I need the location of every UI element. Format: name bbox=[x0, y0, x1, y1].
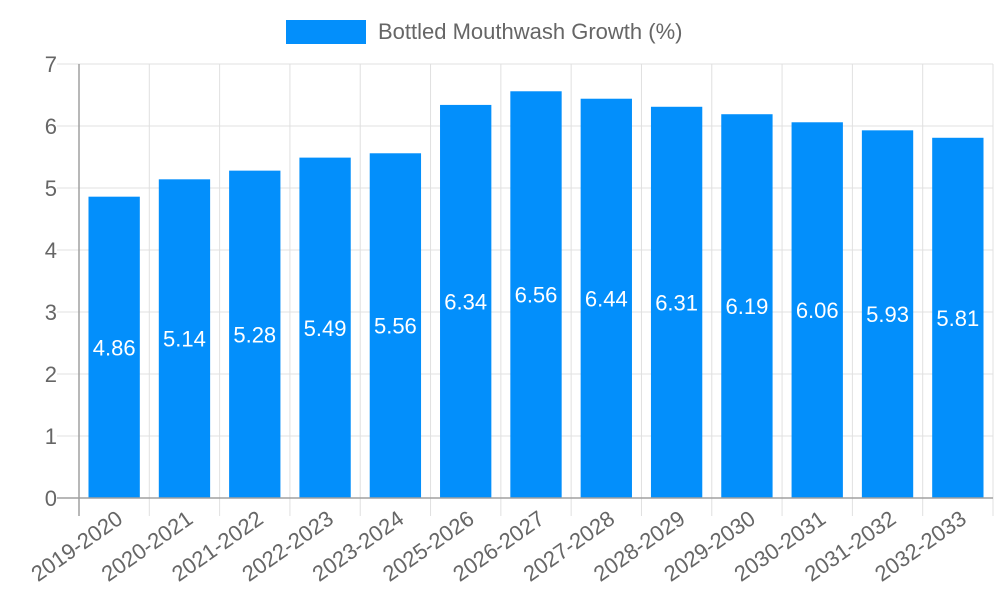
legend-label: Bottled Mouthwash Growth (%) bbox=[378, 19, 683, 44]
x-axis-ticks: 2019-20202020-20212021-20222022-20232023… bbox=[26, 506, 970, 587]
bar-value-label: 6.31 bbox=[655, 290, 698, 315]
bar-value-label: 4.86 bbox=[93, 335, 136, 360]
y-tick-label: 1 bbox=[45, 424, 57, 449]
axes bbox=[57, 64, 993, 516]
bar[interactable] bbox=[158, 179, 211, 498]
bar-value-label: 6.44 bbox=[585, 286, 628, 311]
bar-value-label: 5.81 bbox=[936, 306, 979, 331]
bar-value-label: 5.49 bbox=[304, 316, 347, 341]
y-tick-label: 0 bbox=[45, 486, 57, 511]
bar[interactable] bbox=[721, 114, 773, 498]
bar-value-label: 5.14 bbox=[163, 327, 206, 352]
bar[interactable] bbox=[861, 130, 914, 498]
bar-value-label: 5.28 bbox=[233, 322, 276, 347]
bar-value-label: 6.19 bbox=[726, 294, 769, 319]
bar[interactable] bbox=[369, 153, 422, 498]
bar[interactable] bbox=[580, 98, 632, 498]
y-tick-label: 4 bbox=[45, 238, 57, 263]
bar-value-label: 6.56 bbox=[515, 283, 558, 308]
bar[interactable] bbox=[440, 104, 492, 499]
bar-value-label: 6.34 bbox=[444, 289, 487, 314]
bar-value-label: 5.93 bbox=[866, 302, 909, 327]
legend-swatch bbox=[286, 20, 366, 44]
y-tick-label: 5 bbox=[45, 176, 57, 201]
grid-lines bbox=[57, 63, 994, 516]
y-axis-ticks: 0 1 2 3 4 5 6 7 bbox=[45, 52, 57, 511]
y-tick-label: 2 bbox=[45, 362, 57, 387]
bar[interactable] bbox=[791, 122, 843, 498]
bar[interactable] bbox=[299, 157, 351, 498]
bar[interactable] bbox=[229, 170, 281, 498]
chart-legend[interactable]: Bottled Mouthwash Growth (%) bbox=[286, 19, 682, 45]
bar[interactable] bbox=[932, 137, 984, 498]
bar-value-label: 5.56 bbox=[374, 314, 417, 339]
bar[interactable] bbox=[88, 196, 140, 498]
bar[interactable] bbox=[650, 106, 703, 498]
y-tick-label: 7 bbox=[45, 52, 57, 77]
y-tick-label: 6 bbox=[45, 114, 57, 139]
y-tick-label: 3 bbox=[45, 300, 57, 325]
bars: 4.86 5.14 5.28 5.49 5.56 6.34 6.56 6.44 6.31 6.19… bbox=[88, 91, 984, 499]
bar-value-label: 6.06 bbox=[796, 298, 839, 323]
bar[interactable] bbox=[510, 91, 562, 498]
